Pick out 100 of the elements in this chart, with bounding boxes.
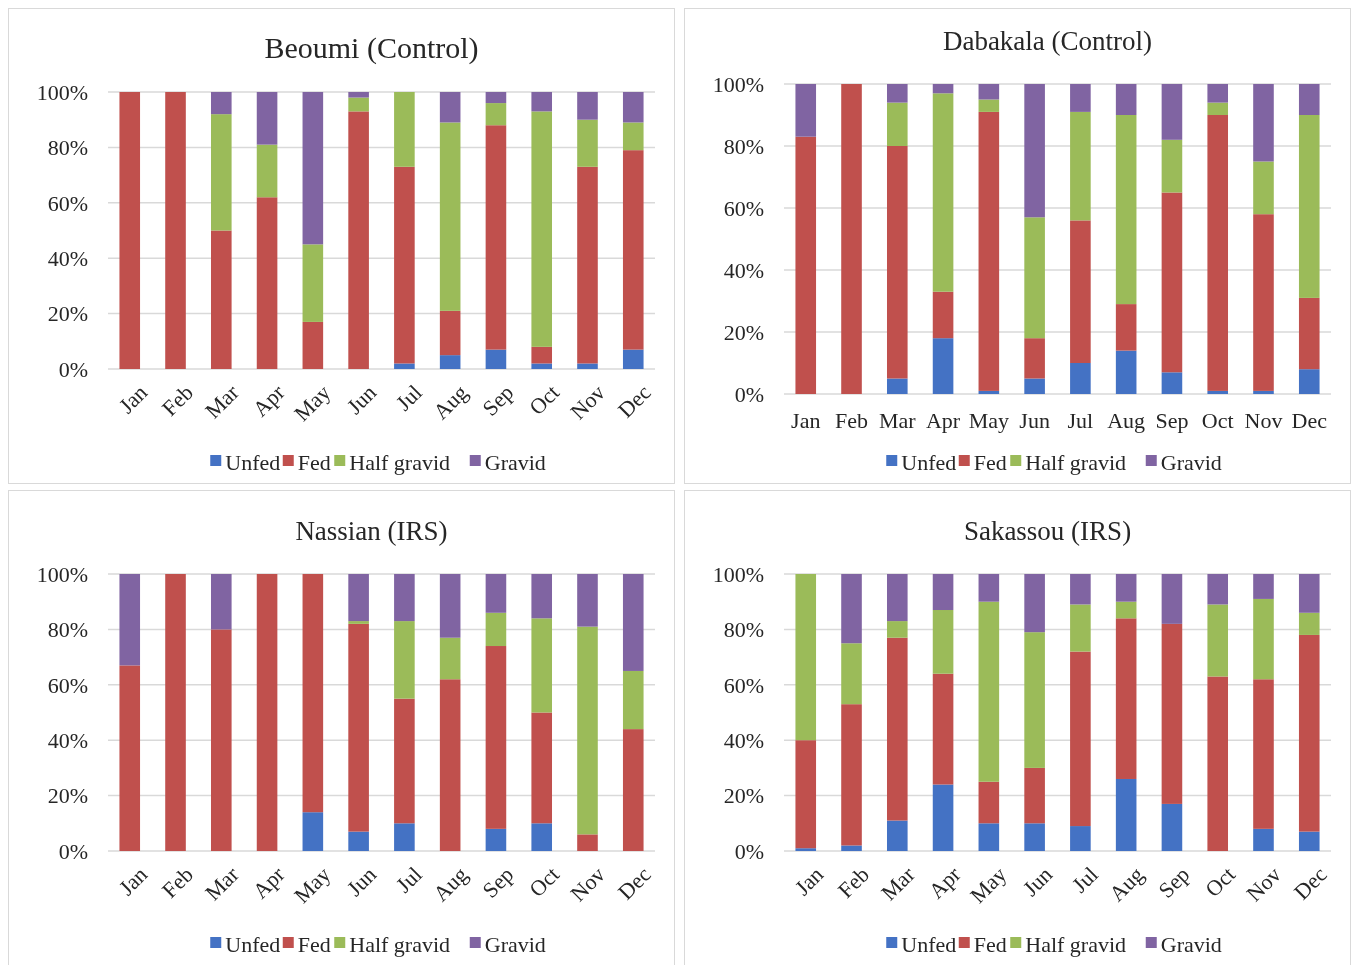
x-tick-label: Sep bbox=[477, 379, 519, 421]
bar bbox=[485, 349, 507, 369]
bar bbox=[1115, 601, 1137, 619]
x-tick-label: Jul bbox=[1067, 407, 1094, 433]
bar bbox=[439, 92, 461, 123]
bar bbox=[1298, 831, 1320, 851]
x-tick-label: Feb bbox=[156, 379, 198, 421]
y-tick-label: 0% bbox=[734, 838, 764, 864]
bar bbox=[886, 102, 908, 146]
bar bbox=[439, 637, 461, 680]
bar bbox=[1161, 574, 1183, 624]
y-tick-label: 0% bbox=[58, 356, 88, 382]
x-tick-label: Aug bbox=[428, 861, 473, 907]
y-tick-label: 40% bbox=[47, 727, 88, 753]
legend-label: Unfed bbox=[225, 931, 281, 957]
bar bbox=[485, 646, 507, 829]
bar bbox=[210, 114, 232, 231]
bar bbox=[978, 111, 1000, 391]
bar bbox=[1207, 102, 1229, 115]
bar bbox=[932, 673, 954, 785]
bar bbox=[978, 390, 1000, 394]
y-tick-label: 0% bbox=[58, 838, 88, 864]
legend-label: Half gravid bbox=[1025, 931, 1127, 957]
x-tick-label: Jul bbox=[390, 861, 427, 898]
bar bbox=[119, 92, 141, 369]
x-tick-label: Feb bbox=[156, 861, 198, 903]
bar bbox=[1070, 363, 1091, 394]
x-tick-label: Jul bbox=[1066, 861, 1103, 898]
bar bbox=[1253, 598, 1274, 680]
chart-title: Nassian (IRS) bbox=[295, 516, 448, 546]
bar bbox=[886, 820, 908, 851]
bar bbox=[348, 621, 369, 624]
x-tick-label: Jan bbox=[791, 407, 821, 433]
bar bbox=[302, 92, 324, 245]
x-tick-label: Jan bbox=[113, 379, 153, 419]
bar bbox=[577, 92, 598, 120]
bar bbox=[622, 122, 644, 151]
bar bbox=[348, 92, 369, 98]
x-tick-label: Apr bbox=[925, 407, 961, 433]
bar bbox=[394, 621, 415, 699]
bar bbox=[932, 291, 954, 339]
bar bbox=[1115, 350, 1137, 394]
bar bbox=[1115, 618, 1137, 779]
y-tick-label: 40% bbox=[723, 257, 764, 283]
legend-label: Unfed bbox=[225, 449, 281, 475]
bar bbox=[394, 363, 415, 369]
bar bbox=[1298, 634, 1320, 832]
bar bbox=[795, 740, 817, 849]
bar bbox=[622, 574, 644, 671]
bar bbox=[348, 623, 369, 832]
x-tick-label: Aug bbox=[1107, 407, 1146, 433]
bar bbox=[577, 119, 598, 167]
bar bbox=[577, 574, 598, 627]
bar bbox=[1207, 574, 1229, 605]
bar bbox=[1070, 651, 1091, 827]
legend-label: Half gravid bbox=[1025, 449, 1127, 475]
bar bbox=[795, 84, 817, 137]
bar bbox=[1298, 84, 1320, 115]
bar bbox=[394, 698, 415, 824]
bar bbox=[531, 618, 553, 713]
bar bbox=[1207, 390, 1229, 394]
bar bbox=[1207, 115, 1229, 391]
x-tick-label: Oct bbox=[523, 861, 565, 902]
bar bbox=[531, 574, 553, 619]
bar bbox=[886, 574, 908, 622]
x-tick-label: Dec bbox=[1288, 861, 1332, 905]
bar bbox=[256, 92, 278, 145]
bar bbox=[348, 111, 369, 369]
bar bbox=[1024, 574, 1045, 633]
bar bbox=[1253, 574, 1274, 599]
x-tick-label: Oct bbox=[1201, 407, 1234, 433]
bar bbox=[165, 574, 186, 851]
bar bbox=[841, 574, 862, 644]
x-tick-label: Dec bbox=[1291, 407, 1328, 433]
bar bbox=[256, 197, 278, 369]
x-tick-label: Mar bbox=[876, 861, 921, 906]
x-tick-label: Jun bbox=[1019, 407, 1050, 433]
bar bbox=[1115, 304, 1137, 351]
bar bbox=[932, 610, 954, 674]
bar bbox=[932, 84, 954, 94]
legend-label: Gravid bbox=[1160, 931, 1222, 957]
bar bbox=[439, 355, 461, 369]
bar bbox=[256, 144, 278, 198]
x-tick-label: Jun bbox=[341, 861, 382, 902]
bar bbox=[394, 823, 415, 851]
bar bbox=[841, 845, 862, 851]
bar bbox=[485, 92, 507, 104]
bar bbox=[978, 99, 1000, 112]
bar bbox=[302, 574, 324, 813]
y-tick-label: 20% bbox=[47, 783, 88, 809]
bar bbox=[439, 122, 461, 311]
y-tick-label: 20% bbox=[47, 301, 88, 327]
bar bbox=[531, 712, 553, 824]
bar bbox=[1253, 390, 1274, 394]
bar bbox=[622, 670, 644, 730]
bar bbox=[531, 111, 553, 347]
x-tick-label: Jan bbox=[113, 861, 153, 901]
x-tick-label: Feb bbox=[835, 407, 869, 433]
legend-label: Fed bbox=[297, 449, 331, 475]
bar bbox=[886, 637, 908, 821]
